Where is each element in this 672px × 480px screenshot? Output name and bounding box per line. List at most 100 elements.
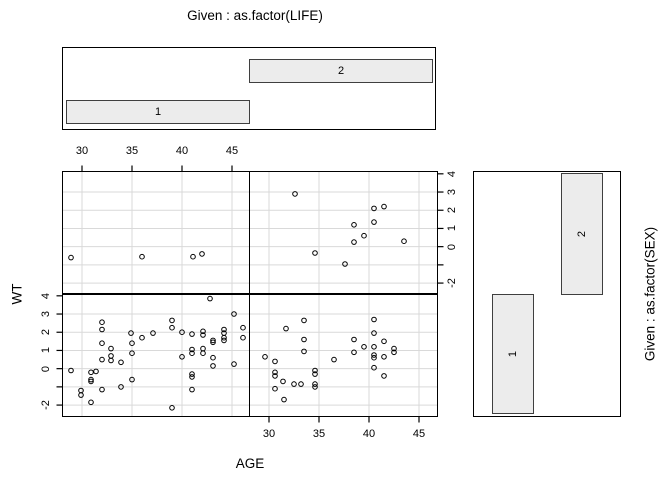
- data-point: [312, 367, 318, 374]
- data-point: [179, 354, 185, 360]
- data-point: [169, 324, 175, 331]
- data-point: [88, 378, 94, 385]
- column-divider: [248, 172, 251, 416]
- y-tick-label-right: 2: [446, 207, 458, 214]
- data-point: [99, 319, 105, 326]
- data-point: [280, 378, 286, 385]
- data-point: [371, 205, 377, 212]
- data-point: [88, 376, 94, 383]
- data-point: [210, 337, 216, 344]
- data-point: [189, 350, 195, 357]
- data-point: [312, 381, 318, 387]
- given-life-bar-1-label: 1: [154, 106, 162, 118]
- data-point: [169, 317, 175, 324]
- top-given-title: Given : as.factor(LIFE): [187, 8, 323, 23]
- data-point: [272, 369, 278, 376]
- x-tick-label-top: 40: [175, 145, 189, 157]
- data-point: [381, 203, 387, 210]
- data-point: [262, 354, 268, 360]
- data-point: [221, 334, 227, 341]
- data-point: [190, 253, 196, 260]
- scatter-outer-box: [62, 171, 438, 417]
- data-point: [118, 384, 124, 390]
- y-tick-label-left: 2: [40, 329, 52, 336]
- data-point: [93, 368, 99, 375]
- data-point: [381, 354, 387, 360]
- y-tick-label-left: 1: [40, 347, 52, 354]
- data-point: [200, 328, 206, 335]
- data-point: [301, 336, 307, 343]
- data-point: [169, 405, 175, 411]
- given-life-bar-2-label: 2: [337, 65, 345, 77]
- data-point: [189, 346, 195, 353]
- data-point: [68, 367, 74, 374]
- given-life-panel: [62, 47, 436, 130]
- data-point: [240, 334, 246, 341]
- data-point: [240, 324, 246, 331]
- y-tick-label-left: 3: [40, 310, 52, 318]
- given-sex-panel: [473, 171, 621, 417]
- given-life-bar-2: 2: [249, 59, 433, 83]
- y-tick-label-right: -2: [446, 278, 458, 288]
- data-point: [207, 295, 213, 302]
- data-point: [272, 373, 278, 379]
- data-point: [281, 396, 287, 403]
- data-point: [189, 386, 195, 393]
- given-sex-bar-2: 2: [561, 173, 603, 295]
- right-given-title: Given : as.factor(SEX): [642, 226, 658, 362]
- x-tick-label-top: 35: [125, 145, 139, 157]
- data-point: [221, 337, 227, 344]
- data-point: [210, 363, 216, 369]
- given-sex-bar-2-label: 2: [576, 230, 588, 238]
- data-point: [351, 336, 357, 343]
- data-point: [99, 386, 105, 393]
- x-tick-label-bottom: 45: [412, 428, 426, 440]
- data-point: [139, 253, 145, 260]
- data-point: [283, 325, 289, 332]
- data-point: [292, 191, 298, 197]
- data-point: [361, 232, 367, 239]
- y-tick-label-left: 4: [40, 292, 52, 299]
- data-point: [312, 250, 318, 256]
- data-point: [272, 385, 278, 392]
- data-point: [199, 251, 205, 257]
- data-point: [371, 364, 377, 371]
- data-point: [351, 349, 357, 356]
- data-point: [200, 332, 206, 338]
- data-point: [118, 359, 124, 366]
- data-point: [312, 371, 318, 377]
- data-point: [210, 339, 216, 346]
- data-point: [88, 369, 94, 376]
- data-point: [108, 357, 114, 364]
- data-point: [99, 340, 105, 347]
- data-point: [312, 384, 318, 390]
- data-point: [331, 356, 337, 363]
- data-point: [231, 361, 237, 367]
- data-point: [371, 219, 377, 225]
- data-point: [99, 326, 105, 333]
- y-tick-label-right: 0: [446, 243, 458, 250]
- y-tick-label-right: 1: [446, 225, 458, 232]
- data-point: [78, 392, 84, 398]
- data-point: [301, 317, 307, 324]
- data-point: [351, 222, 357, 228]
- data-point: [129, 350, 135, 357]
- y-tick-label-left: 0: [40, 365, 52, 372]
- given-life-bar-1: 1: [66, 100, 250, 124]
- data-point: [189, 371, 195, 377]
- x-tick-label-bottom: 30: [262, 428, 276, 440]
- data-point: [401, 238, 407, 244]
- data-point: [231, 311, 237, 317]
- data-point: [371, 330, 377, 336]
- x-tick-label-bottom: 40: [362, 428, 376, 440]
- x-axis-title: AGE: [235, 456, 265, 471]
- data-point: [381, 373, 387, 379]
- x-tick-label-top: 45: [225, 145, 239, 157]
- data-point: [298, 381, 304, 387]
- y-axis-title: WT: [9, 283, 25, 305]
- data-point: [351, 239, 357, 245]
- data-point: [210, 354, 216, 361]
- given-sex-bar-1-label: 1: [507, 350, 519, 358]
- y-tick-label-right: 3: [446, 188, 458, 196]
